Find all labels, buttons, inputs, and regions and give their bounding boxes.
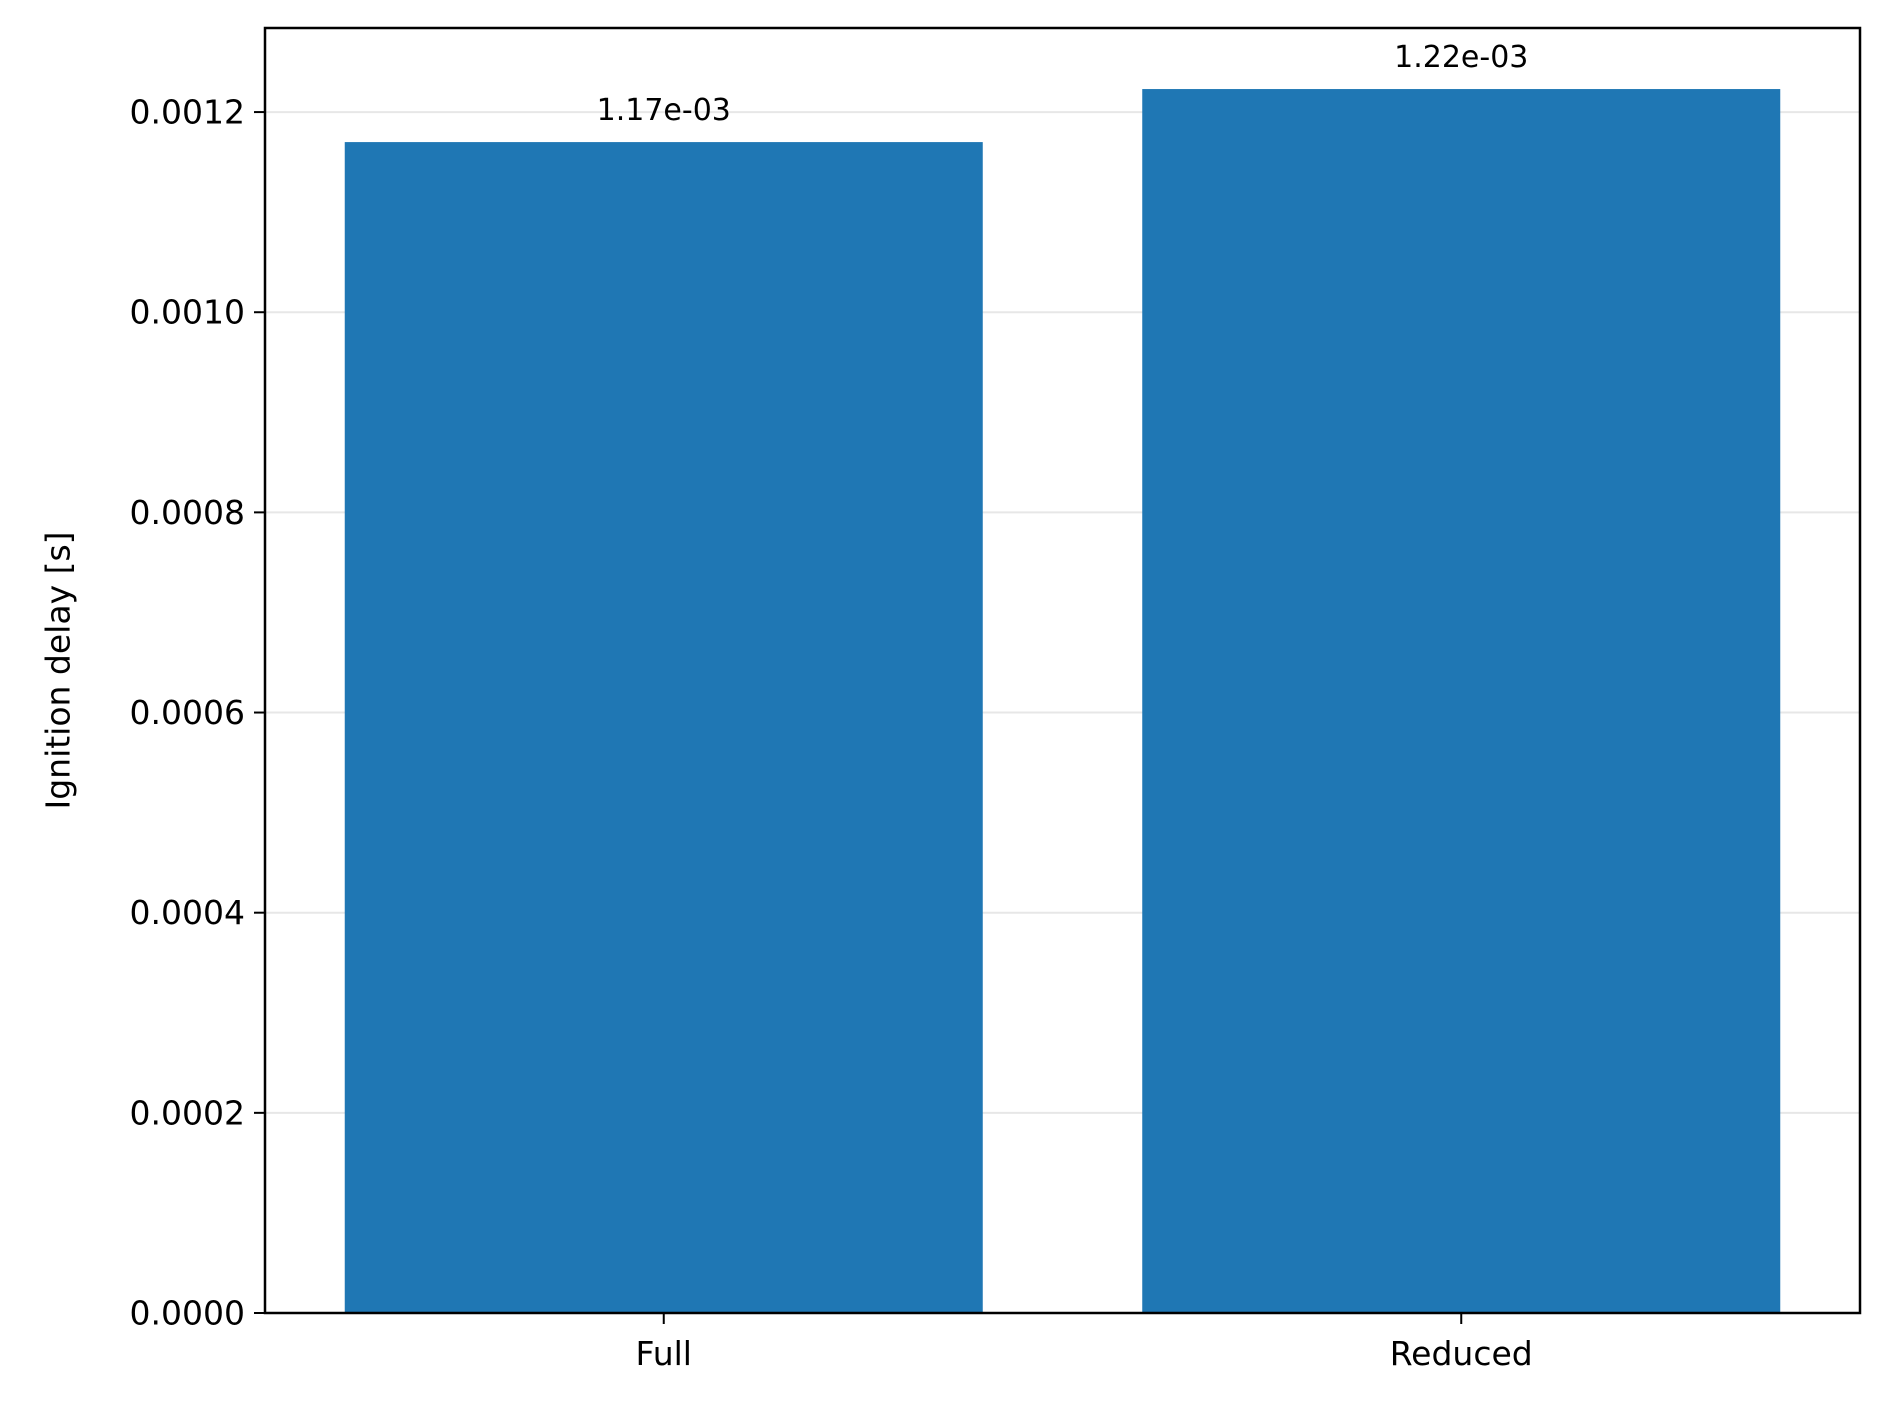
bar-full [344,142,983,1314]
bar-value-labels: 1.17e-03 1.22e-03 [597,40,1529,128]
y-tick-label: 0.0008 [130,493,245,532]
plot-frame [263,26,1862,1315]
x-tick-label: Reduced [1390,1334,1533,1373]
x-tick-label: Full [636,1334,692,1373]
bar-value-label: 1.22e-03 [1394,40,1528,75]
bar-reduced [1142,89,1781,1314]
y-tick-label: 0.0004 [130,893,245,932]
y-tick-label: 0.0000 [130,1294,245,1333]
bar-value-label: 1.17e-03 [597,93,731,128]
bars [344,89,1781,1314]
y-axis-ticks: 0.0000 0.0002 0.0004 0.0006 0.0008 0.0010 0.00… [130,93,265,1333]
y-tick-label: 0.0006 [130,693,245,732]
y-tick-label: 0.0010 [130,293,245,332]
y-tick-label: 0.0002 [130,1093,245,1132]
x-axis-ticks: Full Reduced [636,1313,1533,1373]
y-axis-title: Ignition delay [s] [39,531,78,809]
y-tick-label: 0.0012 [130,93,245,132]
